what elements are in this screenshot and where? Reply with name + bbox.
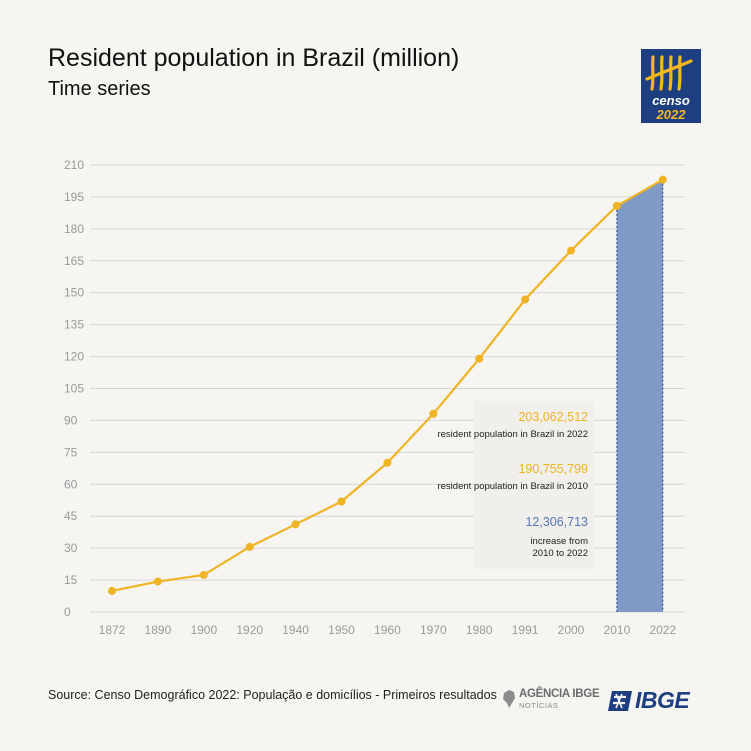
x-tick-label: 1980 [466,623,493,637]
x-tick-label: 1890 [145,623,172,637]
ibge-emblem-icon [608,691,632,711]
data-point-1980 [475,354,484,363]
x-tick-label: 1970 [420,623,447,637]
data-point-1940 [291,520,300,529]
x-tick-label: 1872 [99,623,126,637]
annotation-label: increase from [530,536,588,547]
data-point-1960 [383,458,392,467]
y-tick-label: 105 [64,382,84,396]
data-point-2022 [658,175,667,184]
svg-text:2022: 2022 [656,107,687,122]
censo-2022-logo: censo 2022 [641,49,701,123]
data-point-2000 [567,246,575,255]
x-tick-label: 1900 [190,623,217,637]
x-tick-label: 1960 [374,623,401,637]
annotation-label: resident population in Brazil in 2010 [437,481,588,492]
x-tick-label: 1940 [282,623,309,637]
data-point-1890 [153,577,162,586]
y-tick-label: 60 [64,477,78,491]
agencia-ibge-name: AGÊNCIA IBGE [519,688,600,700]
ibge-name: IBGE [635,687,690,713]
data-point-1920 [245,542,254,551]
y-tick-label: 90 [64,413,78,427]
y-tick-label: 165 [64,254,84,268]
data-point-1872 [108,586,116,595]
x-tick-label: 2000 [558,623,585,637]
y-tick-label: 120 [64,350,84,364]
brazil-map-icon [503,690,515,708]
annotation-value: 203,062,512 [518,410,588,424]
annotation-value: 12,306,713 [525,515,588,529]
y-tick-label: 180 [64,222,84,236]
annotation-label: 2010 to 2022 [533,548,588,559]
chart-title: Resident population in Brazil (million) [48,44,460,72]
y-tick-label: 210 [64,158,84,172]
population-line-chart: 0 15 30 45 60 75 90 105 120 135 150 165 180 195 210 187… [64,158,685,637]
increase-highlight-area [616,179,663,613]
x-tick-label: 2010 [604,623,631,637]
ibge-logo: IBGE [608,687,703,714]
data-point-1991 [521,295,530,304]
y-tick-label: 30 [64,541,78,555]
y-tick-label: 135 [64,318,84,332]
y-tick-label: 0 [64,605,71,619]
y-tick-label: 15 [64,573,78,587]
annotation-value: 190,755,799 [518,462,588,476]
agencia-ibge-logo: AGÊNCIA IBGE NOTÍCIAS [502,687,602,713]
data-point-1970 [429,409,438,418]
data-point-2010 [612,201,621,210]
chart-subtitle: Time series [48,78,151,100]
x-tick-label: 1950 [328,623,355,637]
y-tick-label: 75 [64,445,78,459]
data-point-1900 [199,570,208,579]
annotation-label: resident population in Brazil in 2022 [437,429,588,440]
x-tick-label: 2022 [649,623,676,637]
source-note: Source: Censo Demográfico 2022: Populaçã… [48,688,497,702]
y-tick-label: 195 [64,190,84,204]
y-tick-label: 45 [64,509,78,523]
svg-text:censo: censo [652,93,690,108]
x-tick-label: 1920 [236,623,263,637]
annotation-box [474,401,594,569]
y-tick-label: 150 [64,286,84,300]
agencia-ibge-sub: NOTÍCIAS [519,701,559,710]
x-tick-label: 1991 [512,623,539,637]
data-point-1950 [337,497,346,506]
